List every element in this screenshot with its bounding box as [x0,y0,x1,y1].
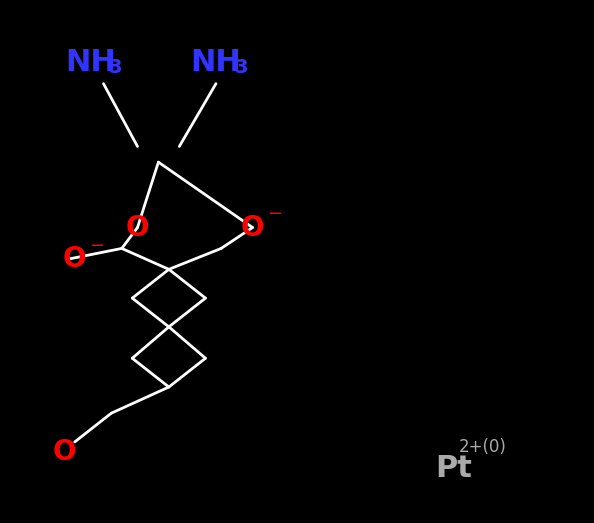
Text: O: O [126,213,149,242]
Text: O: O [241,213,264,242]
Text: O: O [63,245,87,273]
Text: O: O [52,438,76,467]
Text: NH: NH [191,48,241,77]
Text: NH: NH [65,48,116,77]
Text: Pt: Pt [435,453,472,483]
Text: 3: 3 [109,59,122,77]
Text: 2+(0): 2+(0) [459,438,507,456]
Text: −: − [89,237,105,255]
Text: 3: 3 [234,59,248,77]
Text: −: − [267,206,282,223]
